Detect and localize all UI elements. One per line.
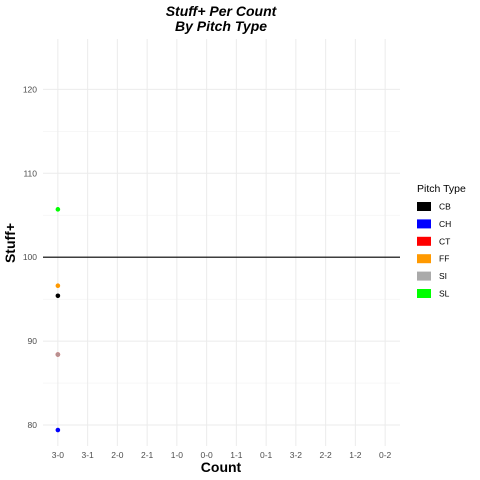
legend-label-ct: CT [439,236,450,246]
y-axis-title: Stuff+ [2,223,18,263]
x-tick-label: 1-1 [230,450,243,460]
point-sl [55,207,61,212]
x-tick-label: 0-0 [200,450,213,460]
legend-label-ch: CH [439,219,451,229]
x-axis-title: Count [201,459,242,475]
legend-key-ct [417,236,431,246]
x-tick-label: 2-0 [111,450,124,460]
legend-label-si: SI [439,271,447,281]
x-tick-labels: 3-0 3-1 2-0 2-1 1-0 0-0 1-1 0-1 3-2 2-2 1-2 0-2 [52,450,392,460]
x-tick-label: 3-2 [290,450,303,460]
point-ff [55,283,61,289]
y-tick-label: 90 [28,336,38,346]
legend-key-si [417,271,431,281]
legend-key-ch [417,219,431,229]
x-tick-label: 1-0 [171,450,184,460]
legend: Pitch Type CB CH CT FF SI SL [417,183,466,299]
legend-title: Pitch Type [417,183,466,195]
y-tick-label: 120 [23,84,37,94]
y-tick-label: 80 [28,420,38,430]
point-si [55,352,61,357]
legend-label-cb: CB [439,202,451,212]
x-tick-label: 2-2 [319,450,332,460]
plot-grid [43,39,400,446]
legend-label-ff: FF [439,254,449,264]
y-tick-label: 110 [23,168,37,178]
chart-title: Stuff+ Per Count [166,3,278,19]
x-tick-label: 3-1 [81,450,94,460]
data-points [55,207,61,433]
legend-key-cb [417,202,431,211]
y-tick-labels: 80 90 100 110 120 [23,84,37,430]
legend-items: CB CH CT FF SI SL [417,202,451,299]
legend-key-sl [417,289,431,298]
x-tick-label: 3-0 [52,450,65,460]
x-tick-label: 2-1 [141,450,154,460]
x-tick-label: 1-2 [349,450,362,460]
x-tick-label: 0-2 [379,450,392,460]
point-cb [55,293,61,299]
legend-key-ff [417,254,431,264]
y-tick-label: 100 [23,252,37,262]
x-tick-label: 0-1 [260,450,273,460]
chart-subtitle: By Pitch Type [175,18,267,34]
point-ch [55,427,61,433]
legend-label-sl: SL [439,289,450,299]
